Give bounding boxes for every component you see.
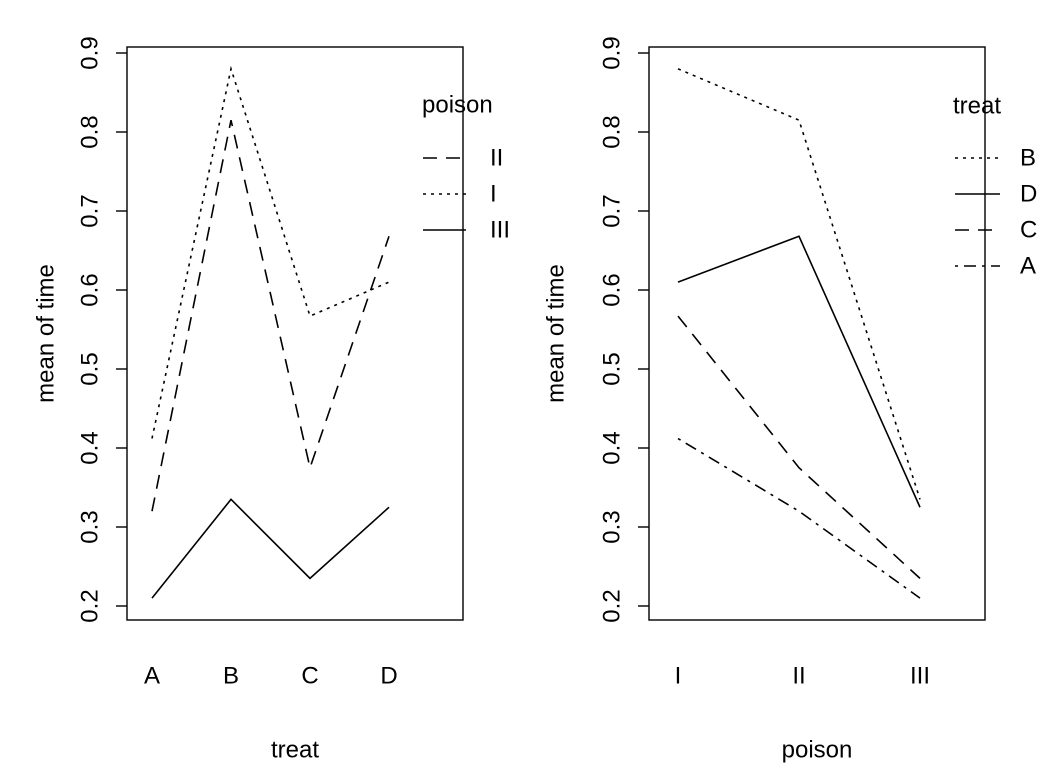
plot-frame — [126, 46, 464, 621]
y-axis-title: mean of time — [33, 264, 60, 403]
y-tick-label: 0.6 — [77, 273, 104, 306]
y-tick-label: 0.5 — [77, 352, 104, 385]
y-axis-title: mean of time — [543, 264, 570, 403]
legend-label-D: D — [1020, 181, 1037, 208]
legend-title: treat — [953, 93, 1001, 120]
x-tick-label: I — [675, 663, 682, 690]
y-tick-label: 0.8 — [599, 115, 626, 148]
y-tick-label: 0.6 — [599, 273, 626, 306]
x-tick-label: D — [380, 663, 397, 690]
y-tick-label: 0.7 — [77, 194, 104, 227]
series-line-A — [677, 437, 921, 599]
y-tick-label: 0.5 — [599, 352, 626, 385]
y-tick-label: 0.3 — [77, 510, 104, 543]
y-tick-label: 0.2 — [599, 589, 626, 622]
x-tick-label: III — [910, 663, 930, 690]
x-tick-label: C — [301, 663, 318, 690]
series-line-C — [677, 315, 921, 579]
legend-label-I: I — [490, 181, 497, 208]
y-tick-label: 0.8 — [77, 115, 104, 148]
x-tick-label: B — [223, 663, 239, 690]
series-line-III — [151, 498, 390, 599]
x-axis-title: treat — [271, 737, 319, 764]
series-line-I — [151, 65, 390, 439]
y-tick-label: 0.9 — [599, 36, 626, 69]
legend-label-A: A — [1020, 253, 1036, 280]
series-line-II — [151, 119, 390, 512]
x-axis-title: poison — [782, 737, 853, 764]
y-tick-label: 0.7 — [599, 194, 626, 227]
x-tick-label: II — [792, 663, 805, 690]
y-tick-label: 0.4 — [77, 431, 104, 464]
right-panel: 0.20.30.40.50.60.70.80.9I II IIIpoisonmean… — [543, 36, 1038, 763]
y-tick-label: 0.4 — [599, 431, 626, 464]
legend-label-II: II — [490, 145, 503, 172]
legend-label-III: III — [490, 217, 510, 244]
plot-frame — [648, 46, 986, 621]
y-tick-label: 0.3 — [599, 510, 626, 543]
y-tick-label: 0.9 — [77, 36, 104, 69]
legend-label-C: C — [1020, 217, 1037, 244]
x-tick-label: A — [144, 663, 160, 690]
series-line-B — [677, 68, 921, 500]
legend-label-B: B — [1020, 145, 1036, 172]
y-tick-label: 0.2 — [77, 589, 104, 622]
legend-title: poison — [422, 92, 493, 119]
series-line-D — [677, 235, 921, 508]
